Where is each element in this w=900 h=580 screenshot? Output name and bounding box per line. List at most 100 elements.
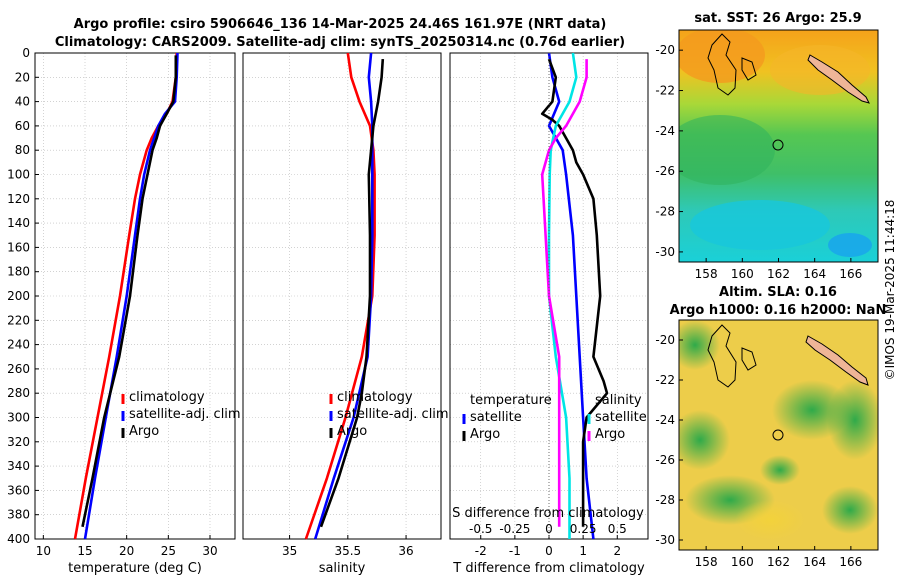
salinity-diff-axis-label: S difference from climatology xyxy=(452,506,644,521)
x-tick-label: 25 xyxy=(161,544,176,558)
salinity-diff-tick-label: 0.25 xyxy=(570,522,597,536)
sst-reef-outline xyxy=(707,33,737,96)
legend-heading-salinity: salinity xyxy=(595,393,642,408)
x-tick-label: 10 xyxy=(36,544,51,558)
x-axis-label: salinity xyxy=(319,561,366,576)
map-x-tick-label: 166 xyxy=(839,267,862,281)
map-x-tick-label: 164 xyxy=(803,267,826,281)
y-tick-label: 220 xyxy=(7,313,30,327)
salinity-diff-tick-label: 0 xyxy=(545,522,553,536)
sla-map: Altim. SLA: 0.16 Argo h1000: 0.16 h2000:… xyxy=(655,285,886,569)
sla-map-title: Altim. SLA: 0.16 xyxy=(719,285,837,300)
x-tick-label: -1 xyxy=(509,544,521,558)
salinity-diff-tick-label: 0.5 xyxy=(608,522,627,536)
figure-title-line1: Argo profile: csiro 5906646_136 14-Mar-2… xyxy=(74,17,607,32)
map-y-tick-label: -20 xyxy=(655,333,675,347)
sla-land-new-caledonia xyxy=(805,335,869,386)
legend-label: Argo xyxy=(337,424,367,439)
sla-high-1 xyxy=(735,500,805,540)
series-line-climatology xyxy=(304,52,376,540)
x-tick-label: 30 xyxy=(202,544,217,558)
sla-low-7 xyxy=(760,455,800,485)
map-x-tick-label: 162 xyxy=(767,555,790,569)
legend-heading-temperature: temperature xyxy=(470,393,552,408)
sst-cool-patch-2 xyxy=(690,200,830,250)
salinity-diff-tick-label: -0.5 xyxy=(469,522,492,536)
imos-timestamp: ©IMOS 19-Mar-2025 11:44:18 xyxy=(883,200,897,381)
y-tick-label: 60 xyxy=(15,119,30,133)
y-tick-label: 280 xyxy=(7,386,30,400)
figure-title-line2: Climatology: CARS2009. Satellite-adj cli… xyxy=(55,35,625,50)
y-tick-label: 340 xyxy=(7,459,30,473)
x-tick-label: 15 xyxy=(77,544,92,558)
y-tick-label: 160 xyxy=(7,240,30,254)
x-tick-label: -2 xyxy=(475,544,487,558)
y-tick-label: 260 xyxy=(7,362,30,376)
sla-low-6 xyxy=(822,486,878,534)
series-line-satellite-adj-clim xyxy=(313,52,374,540)
sla-reef-outline-2 xyxy=(741,347,757,371)
series-line-temperature-argo xyxy=(540,58,609,527)
y-tick-label: 20 xyxy=(15,70,30,84)
y-tick-label: 380 xyxy=(7,508,30,522)
sst-cool-patch-3 xyxy=(828,233,872,257)
sla-low-3 xyxy=(679,410,730,470)
sla-low-1 xyxy=(679,320,720,370)
y-tick-label: 200 xyxy=(7,289,30,303)
x-tick-label: 1 xyxy=(579,544,587,558)
map-y-tick-label: -28 xyxy=(655,493,675,507)
sla-argo-marker xyxy=(772,429,784,441)
series-line-temperature-satellite xyxy=(547,52,595,540)
y-tick-label: 320 xyxy=(7,435,30,449)
x-tick-label: 20 xyxy=(119,544,134,558)
legend-label: Argo xyxy=(129,424,159,439)
map-x-tick-label: 164 xyxy=(803,555,826,569)
sst-reef-outline-2 xyxy=(741,57,757,81)
x-tick-label: 36 xyxy=(398,544,413,558)
y-tick-label: 140 xyxy=(7,216,30,230)
map-y-tick-label: -28 xyxy=(655,205,675,219)
map-x-tick-label: 158 xyxy=(695,555,718,569)
salinity-diff-tick-label: -0.25 xyxy=(499,522,530,536)
map-y-tick-label: -20 xyxy=(655,43,675,57)
sst-warm-patch xyxy=(679,30,765,83)
axes-frame xyxy=(242,52,442,540)
map-y-tick-label: -24 xyxy=(655,124,675,138)
legend-label: climatology xyxy=(129,390,205,405)
y-tick-label: 240 xyxy=(7,338,30,352)
map-y-tick-label: -22 xyxy=(655,373,675,387)
x-axis-label: T difference from climatology xyxy=(452,561,645,576)
sst-argo-marker xyxy=(772,139,784,151)
legend-label: satellite xyxy=(470,410,522,425)
legend-label: climatology xyxy=(337,390,413,405)
y-tick-label: 100 xyxy=(7,168,30,182)
y-tick-label: 80 xyxy=(15,143,30,157)
legend-label: satellite-adj. clim xyxy=(129,407,241,422)
map-y-tick-label: -26 xyxy=(655,453,675,467)
y-tick-label: 180 xyxy=(7,265,30,279)
legend-label: Argo xyxy=(595,427,625,442)
map-x-tick-label: 158 xyxy=(695,267,718,281)
y-tick-label: 40 xyxy=(15,95,30,109)
x-tick-label: 35.5 xyxy=(334,544,361,558)
map-x-tick-label: 162 xyxy=(767,267,790,281)
y-tick-label: 360 xyxy=(7,483,30,497)
x-tick-label: 2 xyxy=(613,544,621,558)
map-x-tick-label: 160 xyxy=(731,555,754,569)
sla-reef-outline xyxy=(707,324,737,388)
legend-label: Argo xyxy=(470,427,500,442)
y-tick-label: 120 xyxy=(7,192,30,206)
sla-map-subtitle: Argo h1000: 0.16 h2000: NaN xyxy=(670,303,887,318)
series-line-argo xyxy=(319,59,385,528)
legend-label: satellite-adj. clim xyxy=(337,407,449,422)
legend-label: satellite xyxy=(595,410,647,425)
sst-land-new-caledonia xyxy=(807,54,870,104)
series-line-argo xyxy=(81,55,178,528)
y-tick-label: 300 xyxy=(7,411,30,425)
map-x-tick-label: 166 xyxy=(839,555,862,569)
y-tick-label: 0 xyxy=(22,46,30,60)
map-y-tick-label: -26 xyxy=(655,164,675,178)
sst-map-title: sat. SST: 26 Argo: 25.9 xyxy=(694,11,861,26)
